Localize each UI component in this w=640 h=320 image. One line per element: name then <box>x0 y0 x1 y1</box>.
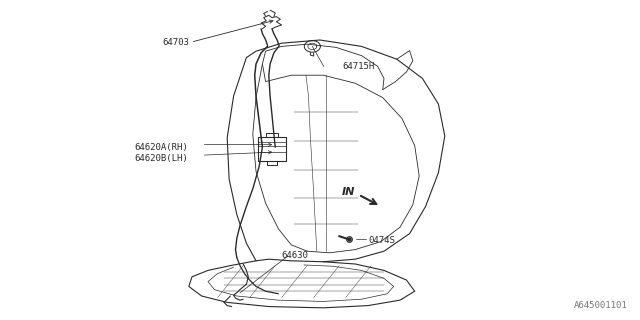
Text: IN: IN <box>342 187 355 197</box>
Text: 64715H: 64715H <box>342 62 374 71</box>
Text: 64620A(RH): 64620A(RH) <box>134 143 188 152</box>
Text: 64703: 64703 <box>162 38 189 47</box>
Text: 64620B(LH): 64620B(LH) <box>134 154 188 163</box>
Text: 0474S: 0474S <box>368 236 395 245</box>
Text: A645001101: A645001101 <box>573 301 627 310</box>
Text: 64630: 64630 <box>282 252 308 260</box>
